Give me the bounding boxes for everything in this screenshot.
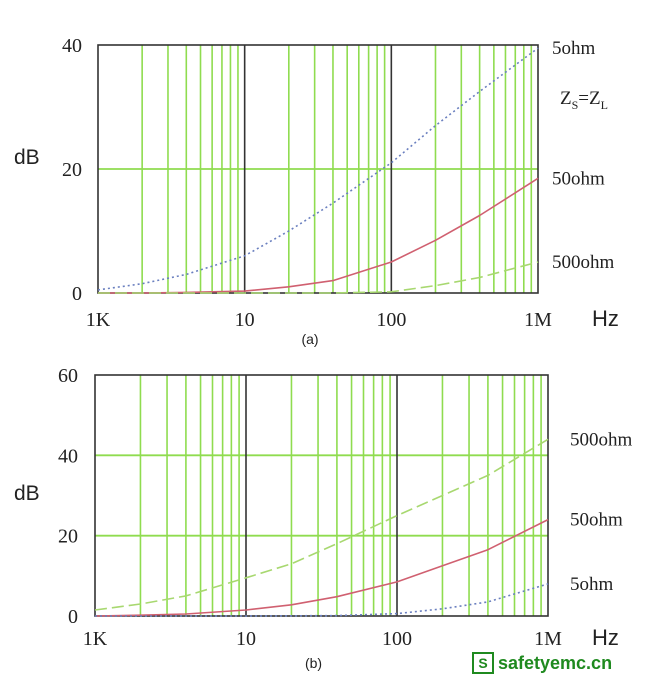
- annotation-zs-eq-zl: ZS=ZL: [560, 88, 608, 112]
- chart-caption: (a): [301, 331, 318, 347]
- x-tick-label: 100: [376, 309, 406, 331]
- x-tick-label: 10: [236, 628, 256, 650]
- y-tick-label: 20: [58, 526, 78, 548]
- series-label-5ohm: 5ohm: [570, 574, 614, 595]
- y-tick-label: 60: [58, 365, 78, 387]
- x-axis-label: Hz: [592, 306, 619, 331]
- x-tick-label: 1K: [86, 309, 111, 331]
- x-tick-label: 10: [235, 309, 255, 331]
- plot-area: [95, 375, 548, 616]
- y-axis-label: dB: [14, 482, 40, 505]
- chart-caption: (b): [305, 655, 322, 671]
- series-line-50ohm: [94, 518, 549, 617]
- x-axis-label: Hz: [592, 625, 619, 650]
- series-line-500ohm: [98, 261, 539, 294]
- y-axis-label: dB: [14, 146, 40, 169]
- y-tick-label: 40: [62, 35, 82, 57]
- series-label-500ohm: 500ohm: [552, 252, 615, 273]
- series-label-50ohm: 50ohm: [552, 168, 605, 189]
- series-line-500ohm: [94, 438, 549, 611]
- x-tick-label: 1M: [524, 309, 552, 331]
- y-tick-label: 0: [68, 606, 78, 628]
- series-label-500ohm: 500ohm: [570, 429, 633, 450]
- watermark-logo-icon: S: [472, 652, 494, 674]
- series-line-5ohm: [95, 583, 549, 617]
- y-tick-label: 20: [62, 159, 82, 181]
- y-tick-label: 0: [72, 283, 82, 305]
- series-label-50ohm: 50ohm: [570, 510, 623, 531]
- y-tick-label: 40: [58, 445, 78, 467]
- watermark-text: safetyemc.cn: [498, 652, 613, 673]
- series-label-5ohm: 5ohm: [552, 38, 596, 59]
- x-tick-label: 1K: [83, 628, 108, 650]
- plot-frame: [97, 44, 539, 294]
- chart-b: 500ohm 50ohm 5ohm 0 20 40 60 1K 10 100 1M dB Hz (b): [14, 365, 633, 671]
- x-tick-label: 1M: [534, 628, 562, 650]
- series-line-5ohm: [97, 47, 539, 291]
- watermark: S safetyemc.cn: [472, 650, 612, 676]
- series-line-50ohm: [98, 177, 539, 294]
- chart-a: 5ohm 50ohm 500ohm 0 20 40 1K 10 100 1M dB Hz (a) ZS=Z…: [14, 35, 619, 347]
- x-tick-label: 100: [382, 628, 412, 650]
